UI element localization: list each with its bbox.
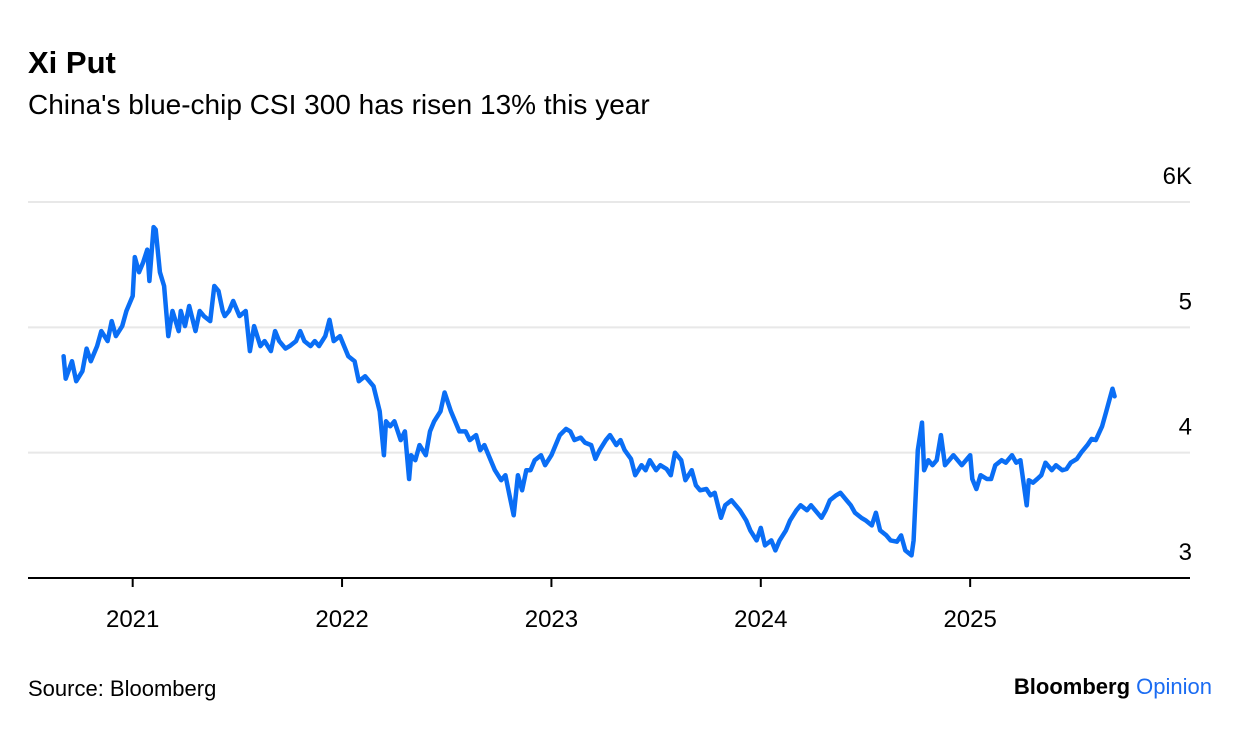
brand-name: Bloomberg: [1014, 674, 1130, 699]
price-line: [61, 224, 1117, 558]
y-tick-label: 6K: [1163, 163, 1192, 190]
x-tick-label: 2024: [734, 606, 787, 633]
brand-logo: Bloomberg Opinion: [1014, 674, 1212, 699]
x-tick-label: 2023: [525, 606, 578, 633]
y-tick-label: 4: [1179, 414, 1192, 441]
x-tick-label: 2021: [106, 606, 159, 633]
x-tick-label: 2025: [943, 606, 996, 633]
y-tick-label: 3: [1179, 539, 1192, 566]
chart-subtitle: China's blue-chip CSI 300 has risen 13% …: [28, 89, 650, 120]
x-tick-label: 2022: [315, 606, 368, 633]
brand-section: Opinion: [1136, 674, 1212, 699]
source-note: Source: Bloomberg: [28, 676, 216, 701]
y-tick-label: 5: [1179, 288, 1192, 315]
chart-title: Xi Put: [28, 45, 116, 80]
